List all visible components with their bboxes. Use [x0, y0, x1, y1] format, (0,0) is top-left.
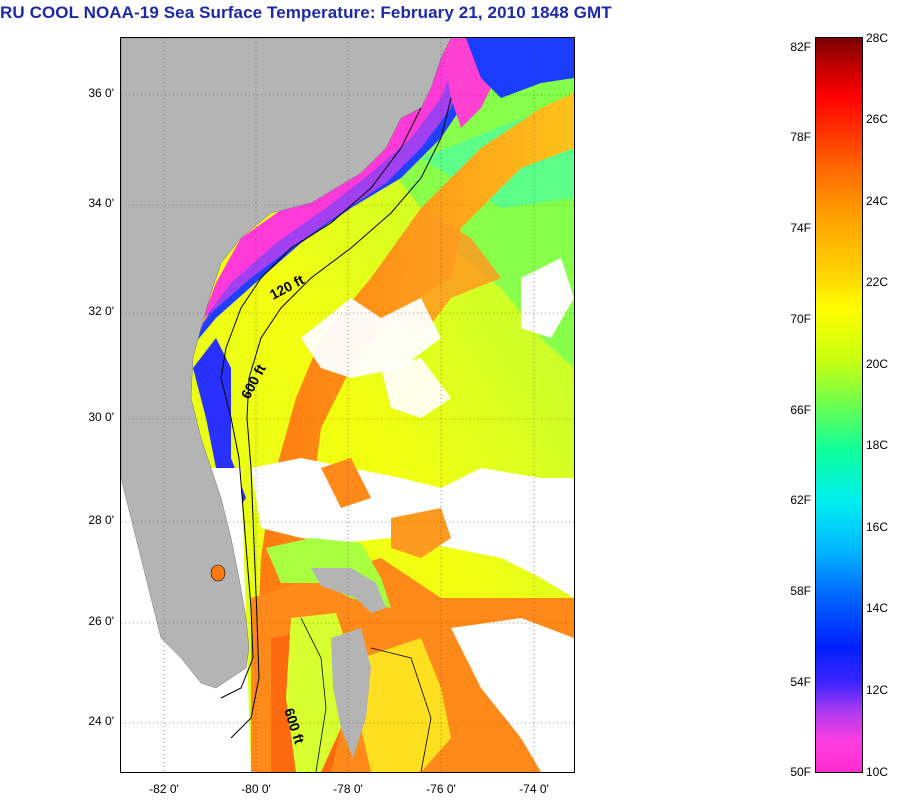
colorbar-c-12: 12C: [866, 683, 889, 697]
sst-map-canvas: 120 ft 600 ft 600 ft: [121, 38, 574, 772]
lon-label-80: -80 0': [241, 782, 271, 796]
lon-label-78: -78 0': [333, 782, 363, 796]
colorbar-c-26: 26C: [866, 112, 889, 126]
colorbar-c-24: 24C: [866, 194, 889, 208]
colorbar-c-18: 18C: [866, 438, 889, 452]
cloud-southeast: [451, 618, 574, 772]
contour-bahamas: [300, 617, 327, 772]
temperature-colorbar: [815, 37, 863, 773]
cloud-patch: [301, 298, 441, 378]
sst-map: 120 ft 600 ft 600 ft: [120, 37, 575, 773]
grand-bahama-island: [311, 568, 386, 613]
colorbar-c-14: 14C: [866, 601, 889, 615]
lat-label-32: 32 0': [88, 304, 114, 318]
lat-label-24: 24 0': [88, 714, 114, 728]
lat-label-28: 28 0': [88, 513, 114, 527]
colorbar-f-70: 70F: [790, 312, 811, 326]
cloud-patch: [381, 358, 451, 418]
cold-shelf-south: [193, 338, 246, 508]
lake-okeechobee: [210, 564, 226, 582]
contour-600ft: [230, 97, 452, 739]
cold-water-north-blue: [466, 38, 574, 98]
lat-label-34: 34 0': [88, 196, 114, 210]
lat-label-30: 30 0': [88, 410, 114, 424]
colorbar-f-78: 78F: [790, 130, 811, 144]
contour-120ft: [220, 107, 422, 699]
colorbar-f-58: 58F: [790, 584, 811, 598]
colorbar-f-74: 74F: [790, 221, 811, 235]
colorbar-c-28: 28C: [866, 31, 889, 45]
great-bahama-bank-east: [361, 638, 451, 772]
map-title: RU COOL NOAA-19 Sea Surface Temperature:…: [0, 3, 612, 22]
colorbar-f-54: 54F: [790, 675, 811, 689]
lon-label-74: -74 0': [519, 782, 549, 796]
warm-patch: [321, 458, 371, 508]
colorbar-f-82: 82F: [790, 40, 811, 54]
contour-bahamas-east: [370, 647, 432, 772]
lon-label-76: -76 0': [426, 782, 456, 796]
lon-label-82: -82 0': [149, 782, 179, 796]
colorbar-c-10: 10C: [866, 765, 889, 779]
colorbar-c-16: 16C: [866, 520, 889, 534]
warm-gap: [391, 508, 451, 558]
colorbar-f-66: 66F: [790, 403, 811, 417]
colorbar-c-22: 22C: [866, 275, 889, 289]
land-southeast-us: [121, 38, 452, 689]
lat-label-26: 26 0': [88, 614, 114, 628]
colorbar-f-62: 62F: [790, 493, 811, 507]
colorbar-f-50: 50F: [790, 765, 811, 779]
lat-label-36: 36 0': [88, 86, 114, 100]
colorbar-c-20: 20C: [866, 357, 889, 371]
andros-island: [331, 628, 371, 758]
